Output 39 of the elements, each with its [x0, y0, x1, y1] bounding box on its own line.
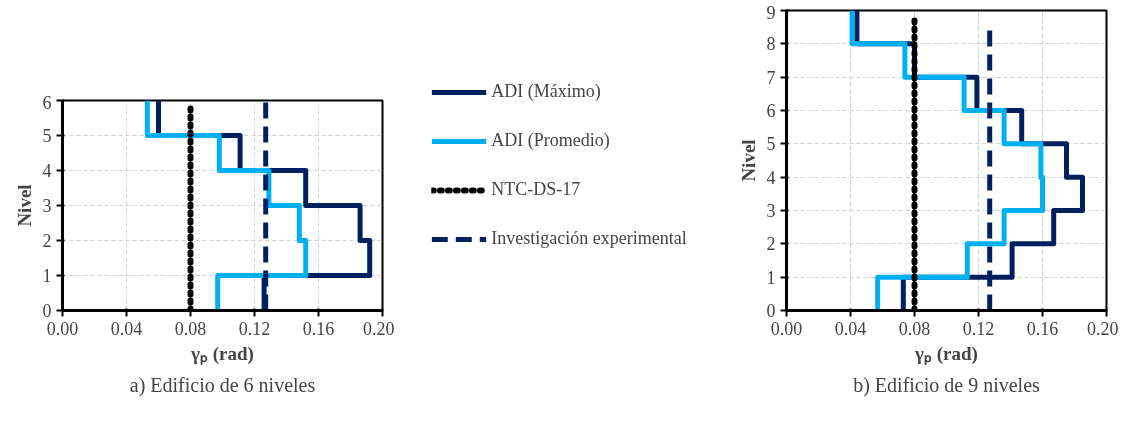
y-tick-label: 1 — [766, 267, 776, 288]
y-tick-label: 9 — [766, 2, 776, 23]
x-tick-label: 0.12 — [962, 318, 995, 339]
legend-label: Investigación experimental — [491, 228, 687, 249]
y-tick-label: 8 — [766, 34, 776, 55]
y-axis-title: Nivel — [737, 139, 759, 182]
y-tick-label: 5 — [42, 126, 52, 146]
y-tick-label: 0 — [766, 301, 776, 321]
y-tick-label: 7 — [766, 67, 776, 88]
x-tick-label: 0.04 — [110, 318, 143, 339]
text: a) Edificio de 6 niveles — [129, 373, 316, 397]
y-tick-label: 0 — [42, 301, 52, 321]
x-tick-label: 0.20 — [363, 318, 395, 339]
y-tick-label: 6 — [42, 92, 52, 113]
y-tick-label: 5 — [766, 134, 776, 155]
y-tick-label: 3 — [766, 201, 776, 221]
y-tick-label: 1 — [42, 266, 52, 286]
y-tick-label: 6 — [766, 101, 776, 121]
x-tick-label: 0.12 — [238, 318, 271, 339]
x-axis-title: γₚ (rad) — [914, 342, 978, 365]
x-axis-title: γₚ (rad) — [190, 342, 254, 365]
y-tick-label: 3 — [42, 196, 52, 216]
legend-label: ADI (Máximo) — [491, 81, 601, 102]
y-tick-label: 2 — [42, 231, 52, 251]
y-tick-label: 2 — [766, 234, 776, 255]
x-tick-label: 0.04 — [834, 318, 867, 339]
x-tick-label: 0.00 — [770, 318, 803, 339]
x-tick-label: 0.16 — [302, 318, 335, 339]
legend-label: ADI (Promedio) — [491, 130, 610, 151]
y-tick-label: 4 — [42, 161, 52, 181]
x-tick-label: 0.08 — [174, 318, 207, 339]
y-tick-label: 4 — [766, 167, 776, 188]
y-axis-title: Nivel — [13, 184, 35, 227]
x-tick-label: 0.00 — [46, 318, 79, 339]
text: b) Edificio de 9 niveles — [853, 373, 1041, 397]
x-tick-label: 0.08 — [898, 318, 931, 339]
x-tick-label: 0.20 — [1087, 318, 1119, 339]
x-tick-label: 0.16 — [1026, 318, 1059, 339]
legend-label: NTC-DS-17 — [491, 179, 581, 200]
